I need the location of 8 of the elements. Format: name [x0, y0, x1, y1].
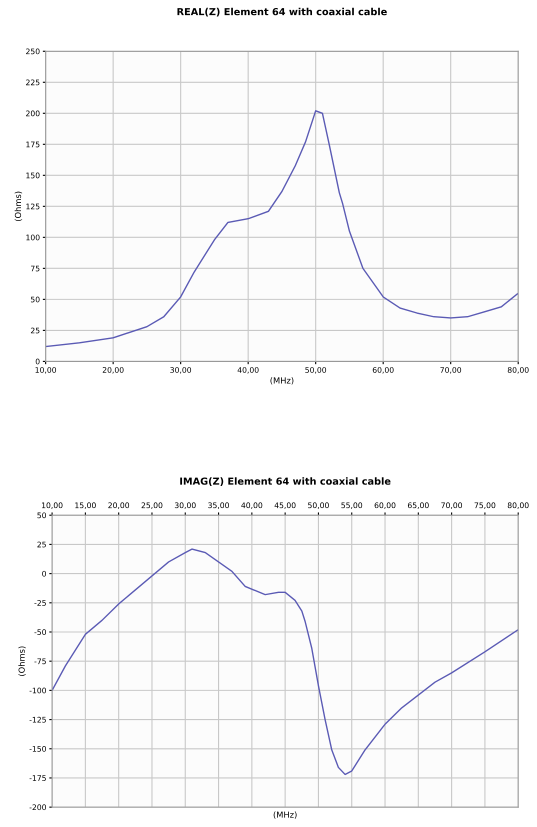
y-axis-title: (Ohms) — [18, 646, 26, 676]
x-axis-title: (MHz) — [270, 377, 294, 385]
y-axis-title: (Ohms) — [14, 192, 22, 222]
line-series — [52, 548, 518, 776]
line-series — [46, 110, 518, 348]
chart-title: REAL(Z) Element 64 with coaxial cable — [177, 8, 387, 16]
chart-title: IMAG(Z) Element 64 with coaxial cable — [180, 477, 390, 486]
x-axis-title: (MHz) — [274, 811, 297, 819]
